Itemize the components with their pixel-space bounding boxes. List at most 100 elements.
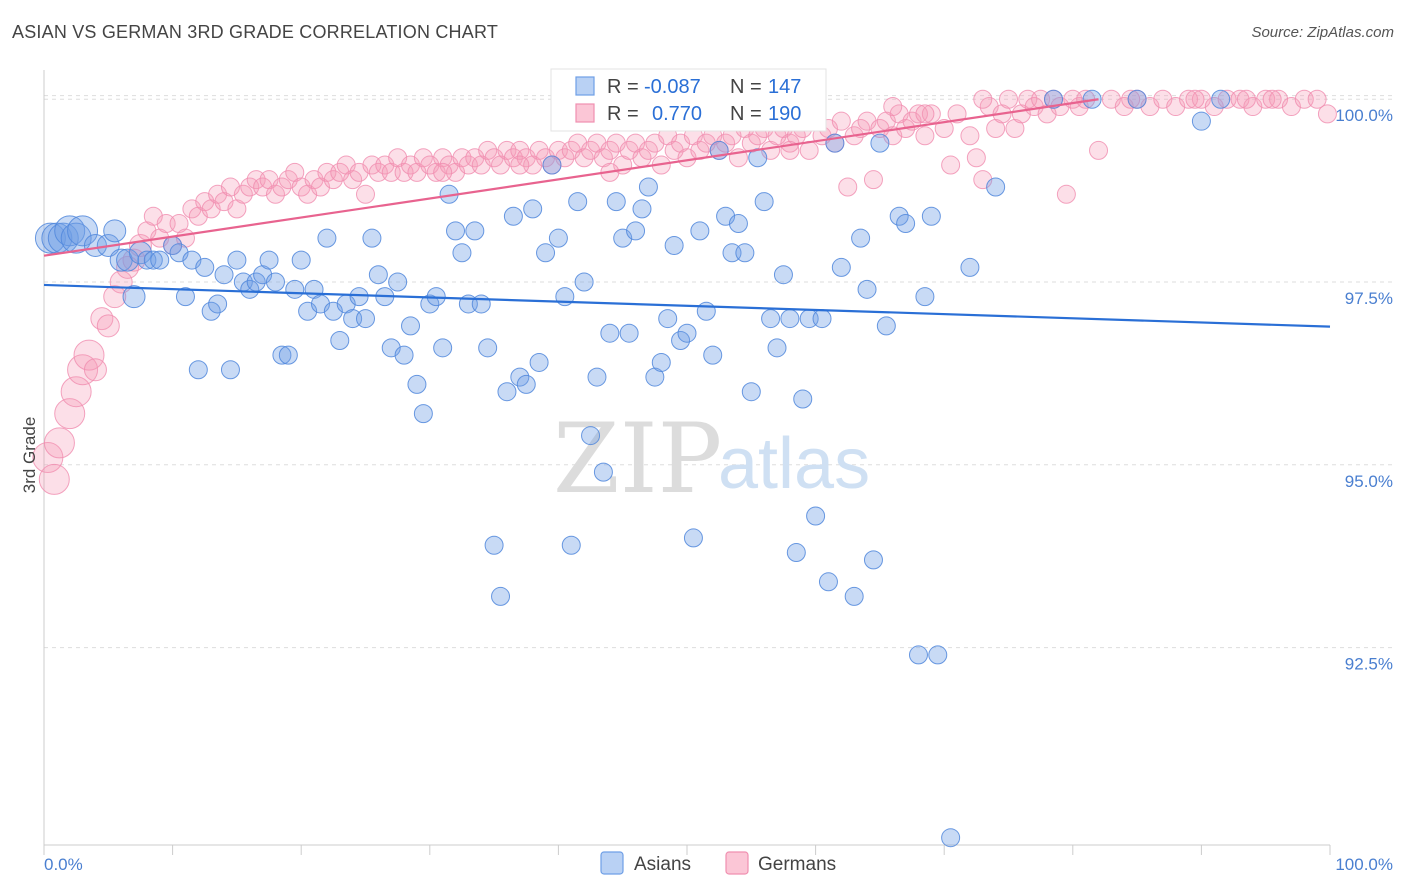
asian-point (773, 265, 793, 285)
asian-point (1127, 89, 1147, 109)
german-point (863, 170, 883, 190)
german-point (510, 140, 530, 160)
asian-point (767, 338, 787, 358)
asian-point (683, 528, 703, 548)
german-point (343, 170, 363, 190)
asian-point (606, 192, 626, 212)
asian-point (478, 338, 498, 358)
legend-german-r-label: R = (607, 103, 639, 125)
german-trend-line (43, 98, 1099, 257)
german-point (90, 307, 114, 331)
german-point (838, 177, 858, 197)
asian-point (896, 214, 916, 234)
asian-point (857, 279, 877, 299)
asian-point (632, 199, 652, 219)
asian-point (889, 206, 909, 226)
german-point (54, 398, 86, 430)
asian-point (491, 586, 511, 606)
asian-point (703, 345, 723, 365)
german-point (103, 285, 127, 309)
asian-point (291, 250, 311, 270)
asian-point (503, 206, 523, 226)
bottom-legend: Asians Germans (600, 851, 836, 875)
legend-german-n-label: N = (730, 103, 762, 125)
asian-point (214, 265, 234, 285)
asian-point (330, 331, 350, 351)
asian-point (568, 192, 588, 212)
german-point (1121, 89, 1141, 109)
asian-point (67, 215, 99, 247)
german-point (1307, 89, 1327, 109)
legend-asian-r-label: R = (607, 76, 639, 98)
asian-point (638, 177, 658, 197)
asian-point (600, 323, 620, 343)
asian-point (870, 133, 890, 153)
asian-point (240, 279, 260, 299)
x-tick-label-min: 0.0% (44, 855, 83, 874)
legend-german-n-value: 190 (768, 103, 801, 125)
y-tick-label: 95.0% (1345, 472, 1393, 491)
asian-point (844, 586, 864, 606)
asian-point (786, 543, 806, 563)
german-point (67, 354, 99, 386)
asian-point (1191, 111, 1211, 131)
asian-point (103, 219, 127, 243)
asian-point (407, 374, 427, 394)
asian-point (227, 250, 247, 270)
asian-point (735, 243, 755, 263)
asian-point (413, 404, 433, 424)
asian-point (388, 272, 408, 292)
asian-point (548, 228, 568, 248)
asian-point (433, 338, 453, 358)
bottom-legend-germans: Germans (758, 854, 836, 875)
german-point (510, 155, 530, 175)
german-point (272, 177, 292, 197)
asian-point (259, 250, 279, 270)
asian-point (941, 828, 961, 848)
german-point (529, 140, 549, 160)
german-point (433, 162, 453, 182)
german-point (600, 140, 620, 160)
german-point (356, 184, 375, 204)
german-point (478, 140, 498, 160)
asian-point (452, 243, 472, 263)
asian-point (465, 221, 485, 241)
chart-title: ASIAN VS GERMAN 3RD GRADE CORRELATION CH… (12, 22, 499, 42)
asian-point (195, 257, 215, 277)
german-point (1262, 89, 1282, 109)
german-point (233, 184, 253, 204)
asian-point (671, 331, 691, 351)
german-point (1236, 89, 1256, 109)
x-tick-label-max: 100.0% (1335, 855, 1393, 874)
asian-point (741, 382, 761, 402)
bottom-legend-swatch-germans (725, 851, 749, 875)
legend-asian-n-label: N = (730, 76, 762, 98)
german-point (934, 118, 954, 138)
german-point (1317, 104, 1337, 124)
asian-point (928, 645, 948, 665)
asian-point (908, 645, 928, 665)
y-tick-label: 97.5% (1345, 289, 1393, 308)
asian-point (1044, 89, 1064, 109)
asian-point (471, 294, 491, 314)
watermark: ZIP atlas (553, 403, 870, 515)
asian-point (116, 248, 140, 272)
german-point (915, 126, 935, 146)
asian-point (690, 221, 710, 241)
german-point (73, 339, 105, 371)
asian-trend-line (43, 283, 1331, 328)
asian-point (208, 294, 228, 314)
german-point (265, 184, 285, 204)
german-point (38, 463, 70, 495)
german-point (941, 155, 961, 175)
asian-point (317, 228, 337, 248)
legend-german-r-value: 0.770 (652, 103, 702, 125)
german-point (915, 104, 935, 124)
legend-box-frame (550, 68, 827, 132)
asian-point (401, 316, 421, 336)
watermark-atlas: atlas (718, 424, 870, 504)
asian-point (368, 265, 388, 285)
bottom-legend-asians: Asians (634, 854, 691, 875)
german-point (973, 89, 993, 109)
axes (43, 70, 1331, 855)
